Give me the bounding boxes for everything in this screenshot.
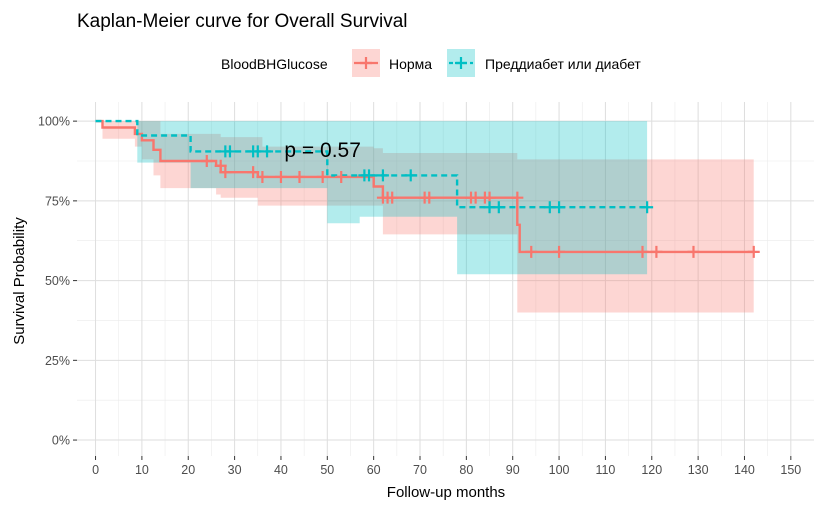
x-tick-label: 140 bbox=[734, 463, 755, 477]
legend-label-diab: Преддиабет или диабет bbox=[485, 56, 641, 72]
censor-mark-series-0 bbox=[316, 170, 329, 183]
censor-mark-series-1 bbox=[261, 145, 274, 158]
x-tick-label: 150 bbox=[780, 463, 801, 477]
chart-title: Kaplan-Meier curve for Overall Survival bbox=[77, 11, 408, 32]
censor-mark-series-1 bbox=[363, 169, 376, 182]
legend-key-norm-plus bbox=[360, 57, 372, 69]
censor-mark-series-1 bbox=[553, 201, 566, 214]
legend-label-norm: Норма bbox=[389, 56, 432, 72]
censor-mark-series-0 bbox=[293, 170, 306, 183]
censor-mark-series-0 bbox=[511, 191, 524, 204]
censor-mark-series-1 bbox=[376, 169, 389, 182]
x-tick-label: 40 bbox=[274, 463, 288, 477]
x-tick-label: 90 bbox=[506, 463, 520, 477]
censor-mark-series-0 bbox=[386, 191, 399, 204]
x-tick-label: 0 bbox=[92, 463, 99, 477]
legend-title: BloodBHGlucose bbox=[221, 56, 328, 72]
x-tick-label: 60 bbox=[367, 463, 381, 477]
censor-mark-series-0 bbox=[219, 166, 232, 179]
y-tick-label: 100% bbox=[38, 115, 70, 129]
censor-mark-series-1 bbox=[223, 145, 236, 158]
censor-mark-series-0 bbox=[200, 155, 213, 167]
plot-panel: 0 10 20 30 40 50 60 70 80 90 100 110 120 130 140 150 0% 2… bbox=[38, 102, 814, 477]
y-tick-label: 0% bbox=[52, 434, 70, 448]
censor-mark-series-0 bbox=[247, 166, 260, 179]
x-tick-label: 30 bbox=[228, 463, 242, 477]
censor-mark-series-0 bbox=[274, 170, 287, 183]
censor-mark-series-1 bbox=[641, 201, 654, 214]
x-tick-label: 50 bbox=[320, 463, 334, 477]
x-tick-label: 120 bbox=[641, 463, 662, 477]
x-tick-label: 100 bbox=[549, 463, 570, 477]
legend: BloodBHGlucose Норма Преддиабет или диаб… bbox=[221, 49, 641, 77]
censor-mark-series-0 bbox=[525, 245, 538, 258]
x-tick-label: 10 bbox=[135, 463, 149, 477]
censor-mark-series-0 bbox=[747, 245, 760, 258]
x-tick-label: 70 bbox=[413, 463, 427, 477]
censor-mark-series-1 bbox=[492, 201, 505, 214]
x-axis-label: Follow-up months bbox=[387, 484, 505, 501]
y-tick-label: 50% bbox=[45, 274, 70, 288]
censor-mark-series-0 bbox=[423, 191, 436, 204]
censor-mark-series-0 bbox=[335, 170, 348, 183]
censor-mark-series-0 bbox=[650, 245, 663, 258]
censor-mark-series-1 bbox=[404, 169, 417, 182]
censor-mark-series-0 bbox=[687, 245, 700, 258]
y-axis-label: Survival Probability bbox=[11, 217, 28, 345]
x-tick-label: 20 bbox=[181, 463, 195, 477]
p-value-annotation: p = 0.57 bbox=[284, 139, 360, 162]
censor-mark-series-0 bbox=[636, 245, 649, 258]
censor-mark-series-0 bbox=[214, 159, 227, 172]
censor-mark-series-0 bbox=[256, 170, 269, 183]
ci-band-series-0 bbox=[95, 121, 754, 313]
ci-band-series-1 bbox=[95, 121, 648, 275]
legend-key-diab-plus bbox=[455, 57, 467, 69]
y-tick-label: 25% bbox=[45, 354, 70, 368]
censor-mark-series-0 bbox=[553, 245, 566, 258]
x-tick-label: 80 bbox=[459, 463, 473, 477]
x-tick-label: 130 bbox=[688, 463, 709, 477]
x-tick-label: 110 bbox=[595, 463, 615, 477]
y-tick-label: 75% bbox=[45, 194, 70, 208]
